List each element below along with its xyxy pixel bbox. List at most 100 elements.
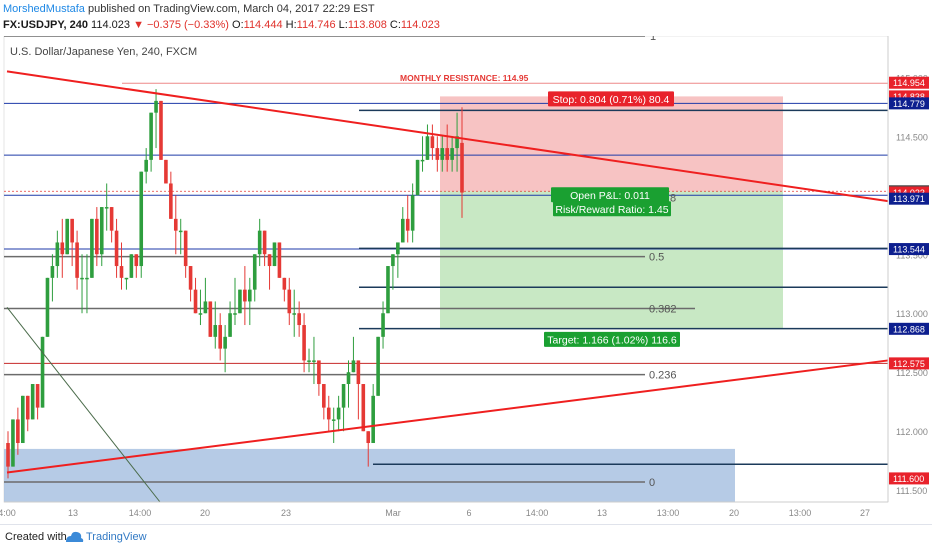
time-tick-label: 6	[466, 508, 471, 518]
candle-body	[292, 313, 297, 315]
time-axis[interactable]: 4:00 13 14:00 20 23 Mar 6 14:00 13 13:00 20 13:00 27	[0, 501, 888, 518]
risk-reward-label-bg	[553, 201, 671, 217]
candle-body	[405, 218, 410, 231]
trendlines-layer	[6, 70, 889, 503]
candle-body	[336, 407, 341, 420]
price-tag: 114.779	[893, 99, 925, 109]
candle-body	[243, 289, 247, 302]
candle-body	[238, 289, 242, 314]
price-axis[interactable]: 115.000114.500114.000113.500113.000112.5…	[887, 36, 929, 502]
candle-body	[16, 419, 20, 444]
trendline	[6, 359, 889, 474]
open-pnl-label: Open P&L: 0.011	[570, 190, 650, 202]
candle-body	[169, 183, 173, 219]
price-chart[interactable]: U.S. Dollar/Japanese Yen, 240, FXCM 1 0.5…	[0, 36, 932, 524]
candle-body	[203, 301, 208, 314]
price-tag-bg	[889, 243, 929, 256]
price-tick-label: 113.000	[896, 309, 928, 319]
candle-body	[55, 242, 60, 267]
price-tag-bg	[889, 97, 929, 110]
candle-body	[317, 360, 321, 385]
author-link[interactable]: MorshedMustafa	[3, 3, 85, 15]
candle-body	[104, 207, 109, 209]
candle-body	[366, 431, 371, 444]
risk-reward-label: Risk/Reward Ratio: 1.45	[555, 204, 668, 216]
monthly-resistance-label: MONTHLY RESISTANCE: 114.95	[400, 73, 529, 83]
candle-body	[440, 148, 445, 160]
candle-body	[95, 218, 99, 255]
candle-body	[198, 313, 203, 315]
price-tag: 113.971	[893, 194, 925, 204]
time-tick-label: 27	[860, 508, 870, 518]
tradingview-brand-link[interactable]: TradingView	[86, 531, 147, 543]
candle-body	[30, 384, 35, 420]
candle-body	[460, 142, 464, 193]
price-tick-label: 113.500	[896, 250, 928, 260]
candle-body	[455, 136, 459, 149]
candle-body	[60, 242, 65, 255]
close-value: 114.023	[400, 19, 440, 31]
candle-body	[35, 384, 40, 408]
candle-body	[188, 266, 193, 290]
high-value: 114.746	[296, 19, 336, 31]
candle-body	[307, 360, 311, 362]
candle-body	[90, 218, 94, 278]
price-tick-label: 112.000	[896, 427, 928, 437]
candle-body	[144, 159, 148, 172]
candle-body	[410, 195, 415, 231]
candle-body	[322, 384, 326, 408]
candle-body	[193, 289, 198, 314]
candle-body	[50, 266, 55, 278]
candle-body	[154, 100, 158, 113]
time-tick-label: Mar	[385, 508, 401, 518]
candle-body	[257, 230, 262, 255]
price-tag: 114.954	[893, 78, 925, 88]
candle-body	[45, 277, 50, 337]
candle-body	[70, 218, 74, 243]
target-label-bg	[544, 331, 680, 347]
fib-level-label: 8	[670, 193, 676, 205]
chart-title: U.S. Dollar/Japanese Yen, 240, FXCM	[10, 46, 197, 58]
candle-body	[396, 242, 400, 255]
fib-level-label: 1	[650, 36, 656, 43]
stop-label-bg	[548, 91, 674, 107]
candle-body	[173, 218, 178, 231]
last-price: 114.023	[91, 19, 130, 31]
candle-body	[164, 159, 168, 184]
candle-body	[149, 112, 153, 160]
published-text: published on TradingView.com, March 04, …	[88, 3, 375, 15]
price-tick-label: 112.500	[896, 368, 928, 378]
labels-layer: 1 0.5 0.382 0.236 0 8 MONTHLY RESISTANCE: 114.…	[122, 36, 888, 489]
candle-body	[371, 395, 375, 444]
time-tick-label: 13	[597, 508, 607, 518]
candle-body	[282, 277, 287, 290]
candle-body	[80, 277, 84, 280]
candle-body	[213, 325, 218, 337]
price-tag: 112.868	[893, 324, 925, 334]
candle-body	[11, 419, 15, 467]
candle-body	[21, 395, 25, 444]
symbol-label: FX:USDJPY, 240	[3, 19, 88, 31]
candle-body	[435, 148, 440, 160]
candle-body	[252, 254, 257, 290]
candle-body	[134, 254, 139, 267]
candle-body	[351, 360, 356, 373]
candle-body	[6, 443, 10, 467]
candle-body	[381, 313, 385, 337]
fib-level-label: 0.5	[649, 252, 664, 264]
candle-body	[425, 136, 430, 160]
price-tick-label: 114.500	[896, 132, 928, 142]
price-tag: 113.544	[893, 245, 925, 255]
candle-body	[312, 360, 316, 362]
candle-body	[297, 313, 301, 326]
candle-body	[228, 313, 232, 337]
candle-body	[326, 407, 331, 420]
open-pnl-label-bg	[551, 187, 669, 203]
price-tag-bg	[889, 192, 929, 205]
trendline	[6, 307, 161, 503]
candle-body	[400, 218, 405, 243]
price-tag-bg	[889, 472, 929, 485]
candle-body	[159, 100, 163, 160]
low-value: 113.808	[347, 19, 387, 31]
